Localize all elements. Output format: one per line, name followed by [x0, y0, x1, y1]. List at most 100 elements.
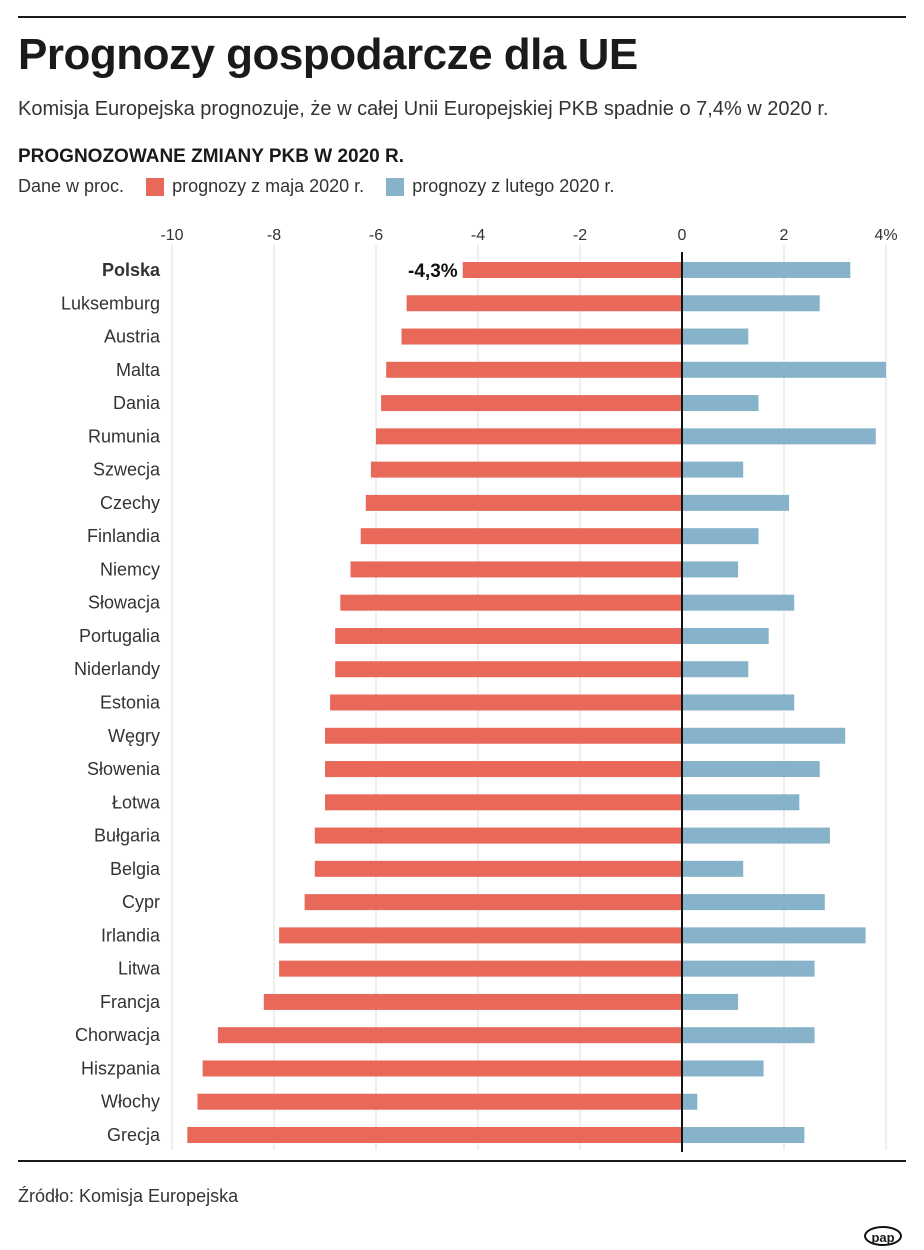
bar-may	[325, 727, 682, 744]
category-label: Dania	[113, 393, 161, 413]
tick-label: -10	[160, 227, 183, 244]
bar-feb	[682, 428, 876, 445]
bar-may	[335, 661, 682, 678]
bar-feb	[682, 727, 846, 744]
category-label: Czechy	[100, 493, 160, 513]
bar-may	[365, 494, 682, 511]
bar-may	[279, 927, 682, 944]
bar-feb	[682, 960, 815, 977]
unit-note: Dane w proc.	[18, 176, 125, 196]
bar-feb	[682, 395, 759, 412]
bar-feb	[682, 361, 886, 378]
bar-feb	[682, 494, 790, 511]
category-label: Malta	[116, 360, 161, 380]
legend-label-may: prognozy z maja 2020 r.	[172, 176, 365, 196]
bottom-rule	[18, 1160, 906, 1162]
bar-may	[462, 262, 682, 278]
bar-feb	[682, 794, 800, 811]
bar-feb	[682, 561, 739, 578]
category-label: Szwecja	[93, 460, 161, 480]
bar-may	[314, 827, 682, 844]
bar-may	[381, 395, 682, 412]
category-label: Litwa	[118, 959, 161, 979]
category-label: Austria	[104, 327, 161, 347]
bar-feb	[682, 894, 825, 911]
category-label: Grecja	[107, 1125, 161, 1145]
source-note: Źródło: Komisja Europejska	[18, 1186, 239, 1206]
legend: Dane w proc. prognozy z maja 2020 r. pro…	[18, 176, 614, 197]
bar-feb	[682, 528, 759, 545]
bar-may	[370, 461, 682, 478]
category-label: Luksemburg	[61, 293, 160, 313]
bar-may	[217, 1027, 682, 1044]
top-rule	[18, 16, 906, 18]
tick-label: 4%	[874, 227, 897, 244]
data-label: -4,3%	[408, 261, 458, 282]
category-label: Łotwa	[112, 792, 161, 812]
bar-may	[279, 960, 682, 977]
legend-label-feb: prognozy z lutego 2020 r.	[412, 176, 615, 196]
bar-feb	[682, 827, 830, 844]
category-label: Rumunia	[88, 426, 161, 446]
pap-logo: pap	[864, 1226, 902, 1246]
category-label: Niderlandy	[74, 659, 160, 679]
bar-feb	[682, 694, 795, 711]
bar-may	[335, 627, 682, 644]
bar-may	[263, 993, 682, 1010]
bar-feb	[682, 1027, 815, 1044]
bar-may	[187, 1127, 683, 1143]
bar-feb	[682, 1093, 698, 1110]
bar-may	[202, 1060, 682, 1077]
bar-feb	[682, 1127, 805, 1143]
category-label: Słowacja	[88, 593, 161, 613]
category-label: Belgia	[110, 859, 161, 879]
category-label: Hiszpania	[81, 1058, 161, 1078]
tick-label: -6	[369, 227, 383, 244]
tick-label: 0	[678, 227, 687, 244]
category-label: Irlandia	[101, 925, 161, 945]
bar-may	[360, 528, 682, 545]
bar-may	[340, 594, 682, 611]
tick-label: -2	[573, 227, 587, 244]
category-label: Słowenia	[87, 759, 161, 779]
bar-may	[401, 328, 682, 345]
bar-may	[325, 794, 682, 811]
subtitle: Komisja Europejska prognozuje, że w całe…	[18, 98, 829, 120]
category-label: Węgry	[108, 726, 160, 746]
bar-feb	[682, 761, 820, 778]
chart-title: PROGNOZOWANE ZMIANY PKB W 2020 R.	[18, 146, 405, 167]
category-label: Estonia	[100, 693, 161, 713]
category-label: Bułgaria	[94, 826, 161, 846]
bar-may	[330, 694, 682, 711]
category-label: Cypr	[122, 892, 160, 912]
page-title: Prognozy gospodarcze dla UE	[18, 30, 638, 79]
bar-feb	[682, 262, 851, 278]
category-label: Włochy	[101, 1092, 160, 1112]
bar-may	[314, 860, 682, 877]
bar-may	[197, 1093, 682, 1110]
category-label: Polska	[102, 260, 161, 280]
bar-feb	[682, 594, 795, 611]
legend-swatch-may	[146, 177, 165, 196]
bar-feb	[682, 993, 739, 1010]
bar-feb	[682, 661, 749, 678]
tick-label: -4	[471, 227, 485, 244]
bar-feb	[682, 1060, 764, 1077]
bar-feb	[682, 627, 769, 644]
category-label: Finlandia	[87, 526, 161, 546]
category-label: Portugalia	[79, 626, 161, 646]
bar-may	[386, 361, 682, 378]
category-label: Chorwacja	[75, 1025, 161, 1045]
category-label: Francja	[100, 992, 161, 1012]
bar-may	[325, 761, 682, 778]
bar-may	[406, 295, 682, 312]
legend-swatch-feb	[386, 177, 405, 196]
bar-feb	[682, 927, 866, 944]
tick-label: -8	[267, 227, 281, 244]
bar-may	[304, 894, 682, 911]
bar-feb	[682, 461, 744, 478]
bar-may	[350, 561, 682, 578]
bar-may	[376, 428, 682, 445]
